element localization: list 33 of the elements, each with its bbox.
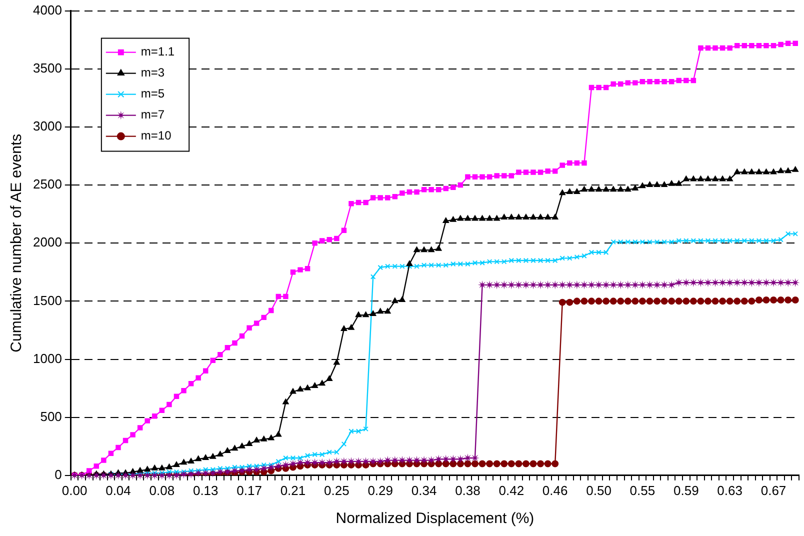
- y-tick-label: 1000: [33, 350, 62, 366]
- x-tick-label: 0.67: [760, 482, 786, 498]
- x-tick-label: 0.38: [455, 482, 480, 498]
- x-tick-label: 0.46: [542, 482, 568, 498]
- y-tick-label: 2000: [33, 234, 62, 250]
- x-tick-label: 0.29: [368, 482, 394, 498]
- x-tick-label: 0.59: [673, 482, 699, 498]
- y-tick-label: 500: [40, 408, 62, 424]
- legend-label: m=5: [140, 86, 165, 101]
- x-tick-label: 0.04: [106, 482, 131, 498]
- y-tick-label: 2500: [33, 176, 62, 192]
- y-tick-label: 3000: [33, 118, 62, 134]
- y-tick-label: 3500: [33, 60, 62, 76]
- x-axis-title: Normalized Displacement (%): [336, 510, 534, 528]
- x-tick-label: 0.00: [62, 482, 88, 498]
- x-tick-label: 0.08: [149, 482, 175, 498]
- y-tick-label: 1500: [33, 292, 62, 308]
- x-tick-label: 0.55: [630, 482, 656, 498]
- y-tick-label: 4000: [33, 2, 62, 18]
- legend-label: m=3: [140, 66, 165, 80]
- y-tick-label: 0: [54, 466, 62, 482]
- x-tick-label: 0.21: [280, 482, 306, 498]
- x-tick-label: 0.63: [717, 482, 742, 498]
- x-tick-label: 0.50: [586, 482, 612, 498]
- x-tick-label: 0.13: [192, 482, 218, 498]
- legend-label: m=1.1: [140, 44, 175, 59]
- x-tick-label: 0.17: [236, 482, 262, 498]
- x-tick-label: 0.42: [498, 482, 524, 498]
- y-axis-title: Cumulative number of AE events: [8, 134, 26, 352]
- x-tick-label: 0.34: [411, 482, 437, 498]
- legend-label: m=10: [140, 128, 172, 143]
- legend-label: m=7: [140, 108, 165, 122]
- x-tick-label: 0.25: [324, 482, 350, 498]
